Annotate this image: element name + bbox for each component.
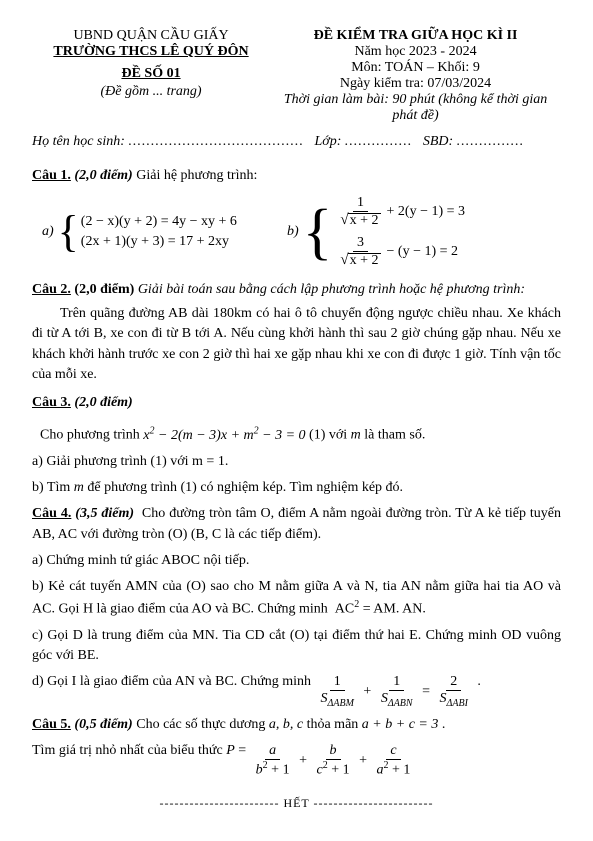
q5-score: (0,5 điểm) [74, 717, 132, 732]
exam-title: ĐỀ KIỂM TRA GIỮA HỌC KÌ II [270, 28, 561, 44]
q1a-eq2: (2x + 1)(y + 3) = 17 + 2xy [81, 234, 237, 250]
q4c: c) Gọi D là trung điểm của MN. Tia CD cắ… [32, 626, 561, 667]
q3-tag: (1) với [309, 428, 351, 443]
q2-score: (2,0 điểm) [74, 282, 137, 297]
footer-end: ------------------------ HẾT -----------… [32, 796, 561, 811]
question-5: Câu 5. (0,5 điểm) Cho các số thực dương … [32, 715, 561, 778]
fraction: 1SΔABN [377, 675, 417, 709]
question-3: Câu 3. (2,0 điểm) Cho phương trình x2 − … [32, 395, 561, 498]
q5-fracs: ab2 + 1 + bc2 + 1 + ca2 + 1 [250, 744, 417, 778]
org-line2: TRƯỜNG THCS LÊ QUÝ ĐÔN [32, 44, 270, 60]
fraction: bc2 + 1 [312, 744, 353, 778]
q1-system-b: b) { 1 √x + 2 + 2(y − 1) = 3 [287, 196, 465, 268]
q2-body: Trên quãng đường AB dài 180km có hai ô t… [32, 304, 561, 385]
q4-title: Câu 4. [32, 506, 71, 521]
q3-eq: x2 − 2(m − 3)x + m2 − 3 = 0 [143, 428, 305, 443]
q1-score: (2,0 điểm) [74, 168, 132, 183]
q1-systems: a) { (2 − x)(y + 2) = 4y − xy + 6 (2x + … [42, 196, 561, 268]
q1-prompt: Giải hệ phương trình: [136, 168, 257, 183]
q3b: b) Tìm m để phương trình (1) có nghiệm k… [32, 478, 561, 498]
q1b-eq1: 1 √x + 2 + 2(y − 1) = 3 [334, 196, 465, 228]
header: UBND QUẬN CẦU GIẤY TRƯỜNG THCS LÊ QUÝ ĐÔ… [32, 28, 561, 124]
q1a-eq1: (2 − x)(y + 2) = 4y − xy + 6 [81, 214, 237, 230]
q3-score: (2,0 điểm) [74, 395, 132, 410]
q3-m: m [351, 428, 361, 443]
school-year: Năm học 2023 - 2024 [270, 44, 561, 60]
fraction: ab2 + 1 [252, 744, 294, 778]
org-line1: UBND QUẬN CẦU GIẤY [32, 28, 270, 44]
header-left: UBND QUẬN CẦU GIẤY TRƯỜNG THCS LÊ QUÝ ĐÔ… [32, 28, 270, 124]
q1b-eq1-rest: + 2(y − 1) = 3 [387, 204, 466, 220]
brace-icon: { [303, 201, 333, 263]
question-4: Câu 4. (3,5 điểm) Cho đường tròn tâm O, … [32, 504, 561, 709]
q5-cond: a + b + c = 3 [362, 717, 439, 732]
q4-score: (3,5 điểm) [75, 506, 134, 521]
q5-expression: Tìm giá trị nhỏ nhất của biểu thức P = a… [32, 741, 561, 778]
brace-icon: { [58, 210, 79, 254]
header-right: ĐỀ KIỂM TRA GIỮA HỌC KÌ II Năm học 2023 … [270, 28, 561, 124]
name-dots: ....................................... [128, 134, 304, 149]
fraction: ca2 + 1 [373, 744, 415, 778]
q1b-label: b) [287, 224, 299, 240]
question-1: Câu 1. (2,0 điểm) Giải hệ phương trình: … [32, 168, 561, 268]
q4a: a) Chứng minh tứ giác ABOC nội tiếp. [32, 551, 561, 571]
sbd-dots: ............... [457, 134, 525, 149]
sqrt-icon: √x + 2 [340, 253, 380, 268]
exam-date: Ngày kiểm tra: 07/03/2024 [270, 76, 561, 92]
name-label: Họ tên học sinh: [32, 134, 128, 149]
exam-code: ĐỀ SỐ 01 [32, 66, 270, 82]
q3-end: là tham số. [361, 428, 426, 443]
q3-intro: Cho phương trình [40, 428, 143, 443]
q3a: a) Giải phương trình (1) với m = 1. [32, 452, 561, 472]
q1b-eq2-rest: − (y − 1) = 2 [387, 244, 459, 260]
fraction: 1SΔABM [317, 675, 358, 709]
sbd-label: SBD: [423, 134, 457, 149]
class-label: Lớp: [314, 134, 344, 149]
question-2: Câu 2. (2,0 điểm) Giải bài toán sau bằng… [32, 282, 561, 385]
fraction: 1 √x + 2 [336, 196, 384, 228]
class-dots: ............... [345, 134, 413, 149]
q2-prompt: Giải bài toán sau bằng cách lập phương t… [138, 282, 525, 297]
page: UBND QUẬN CẦU GIẤY TRƯỜNG THCS LÊ QUÝ ĐÔ… [0, 0, 593, 831]
denominator: √x + 2 [336, 212, 384, 228]
numerator: 3 [353, 236, 368, 252]
q1a-label: a) [42, 224, 54, 240]
q4d: d) Gọi I là giao điểm của AN và BC. Chứn… [32, 672, 561, 709]
q1-title: Câu 1. [32, 168, 71, 183]
q4d-fracs: 1SΔABM + 1SΔABN = 2SΔABI [315, 675, 474, 709]
subject: Môn: TOÁN – Khối: 9 [270, 60, 561, 76]
q2-title: Câu 2. [32, 282, 71, 297]
q1b-eq2: 3 √x + 2 − (y − 1) = 2 [334, 236, 465, 268]
fraction: 3 √x + 2 [336, 236, 384, 268]
duration: Thời gian làm bài: 90 phút (không kể thờ… [270, 92, 561, 124]
page-count: (Đề gồm ... trang) [32, 84, 270, 100]
q4b: b) Kẻ cát tuyến AMN của (O) sao cho M nằ… [32, 577, 561, 619]
denominator: √x + 2 [336, 252, 384, 268]
numerator: 1 [353, 196, 368, 212]
sqrt-icon: √x + 2 [340, 213, 380, 228]
student-info: Họ tên học sinh: .......................… [32, 134, 561, 150]
q3-equation-line: Cho phương trình x2 − 2(m − 3)x + m2 − 3… [40, 425, 561, 444]
q1-system-a: a) { (2 − x)(y + 2) = 4y − xy + 6 (2x + … [42, 210, 237, 254]
q3-title: Câu 3. [32, 395, 71, 410]
fraction: 2SΔABI [436, 675, 472, 709]
q5-title: Câu 5. [32, 717, 71, 732]
